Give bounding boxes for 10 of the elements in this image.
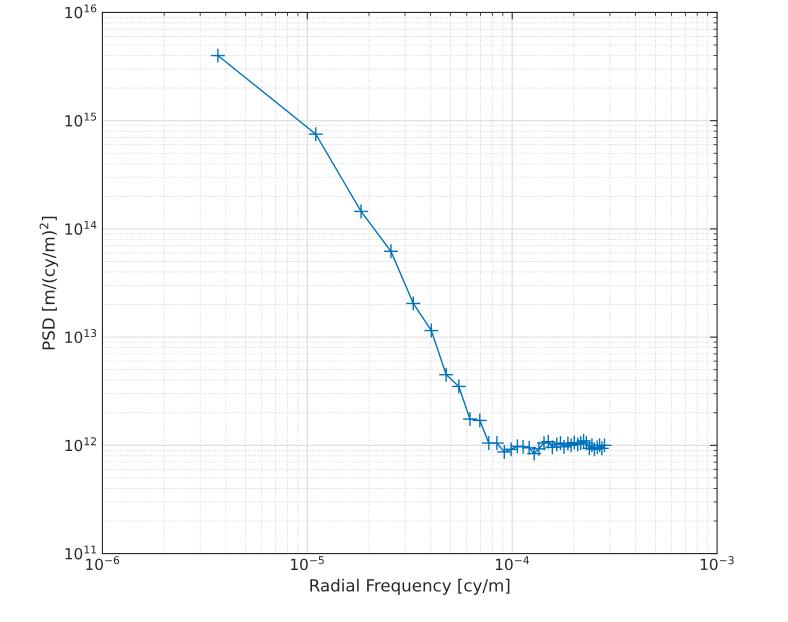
x-tick-label: 10$^{−4}$ xyxy=(496,556,529,570)
y-tick-label: 10$^{12}$ xyxy=(65,437,96,452)
y-tick-label: 10$^{13}$ xyxy=(65,329,96,344)
y-tick-label: 10$^{16}$ xyxy=(65,4,96,18)
x-tick-label: 10$^{−3}$ xyxy=(700,556,734,570)
y-tick-label: 10$^{14}$ xyxy=(65,220,96,235)
y-axis-title: PSD [m/(cy/m)$^{2}$] xyxy=(40,216,58,350)
x-tick-label: 10$^{−5}$ xyxy=(291,556,324,570)
y-tick-label: 10$^{15}$ xyxy=(65,112,96,127)
x-axis-title: Radial Frequency [cy/m] xyxy=(310,578,510,595)
